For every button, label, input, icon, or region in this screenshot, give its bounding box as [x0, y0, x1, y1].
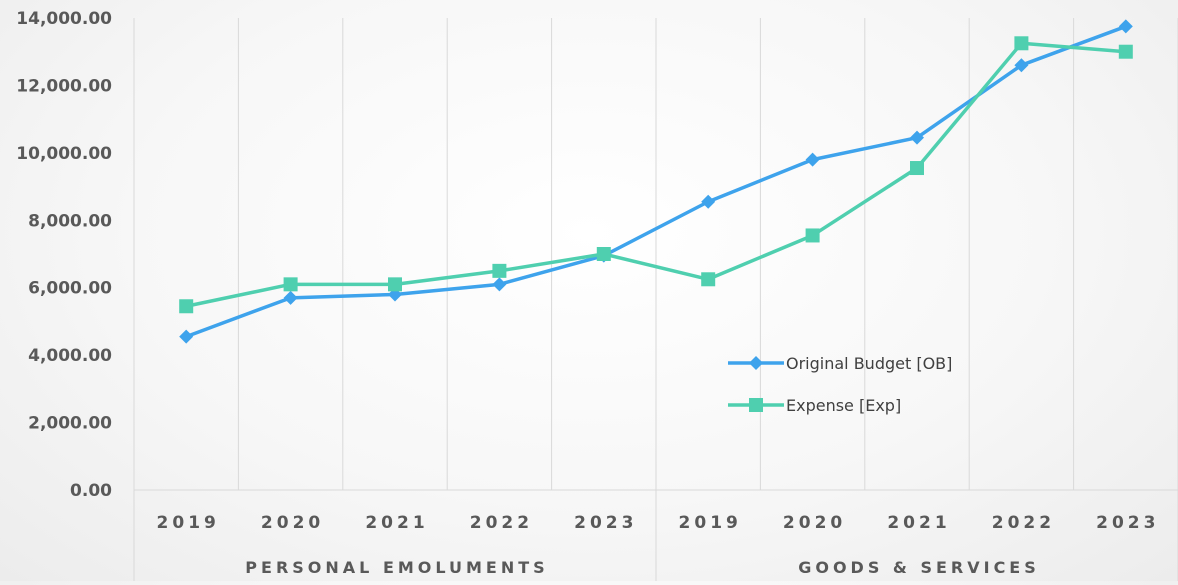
- data-point-marker: [701, 272, 716, 287]
- data-point-marker: [179, 329, 194, 344]
- x-tick-label: 2020: [261, 513, 324, 533]
- legend-label: Expense [Exp]: [786, 396, 901, 415]
- data-point-marker: [805, 228, 820, 243]
- data-point-marker: [596, 247, 611, 261]
- x-tick-label: 2021: [365, 513, 428, 533]
- y-tick-label: 10,000.00: [16, 144, 112, 164]
- data-point-marker: [805, 152, 820, 167]
- data-point-marker: [492, 263, 507, 278]
- group-label: GOODS & SERVICES: [798, 558, 1040, 577]
- x-tick-label: 2023: [1096, 513, 1159, 533]
- data-point-marker: [1014, 58, 1029, 73]
- y-tick-label: 8,000.00: [28, 211, 112, 231]
- data-point-marker: [283, 277, 298, 292]
- y-tick-label: 12,000.00: [16, 76, 112, 96]
- x-tick-label: 2019: [679, 513, 742, 533]
- y-tick-label: 14,000.00: [16, 9, 112, 29]
- series-line: [185, 24, 1127, 339]
- y-tick-label: 0.00: [70, 481, 112, 501]
- legend-label: Original Budget [OB]: [786, 354, 952, 373]
- x-tick-label: 2022: [992, 513, 1055, 533]
- data-point-marker: [701, 194, 716, 209]
- data-point-marker: [283, 290, 298, 305]
- y-tick-label: 6,000.00: [28, 279, 112, 299]
- x-tick-label: 2021: [887, 513, 950, 533]
- gridlines: [133, 18, 1178, 490]
- series-line: [185, 41, 1126, 308]
- data-point-marker: [388, 277, 402, 292]
- group-label: PERSONAL EMOLUMENTS: [245, 558, 548, 577]
- data-point-marker: [1118, 44, 1133, 59]
- series: [179, 19, 1133, 344]
- data-point-marker: [492, 277, 507, 292]
- data-point-marker: [179, 299, 194, 314]
- legend-marker: [749, 398, 763, 412]
- x-tick-label: 2023: [574, 513, 637, 533]
- x-tick-label: 2020: [783, 513, 846, 533]
- y-tick-label: 4,000.00: [28, 346, 112, 366]
- x-tick-label: 2019: [157, 513, 220, 533]
- legend: Original Budget [OB] Expense [Exp]: [728, 354, 952, 415]
- data-point-marker: [910, 161, 924, 176]
- data-point-marker: [910, 130, 924, 145]
- legend-marker: [749, 356, 763, 370]
- y-tick-label: 2,000.00: [28, 414, 112, 434]
- data-point-marker: [1014, 36, 1029, 51]
- data-point-marker: [1118, 19, 1133, 34]
- axes: 0.00 2,000.00 4,000.00 6,000.00 8,000.00 10,0…: [16, 9, 1178, 581]
- x-tick-label: 2022: [470, 513, 533, 533]
